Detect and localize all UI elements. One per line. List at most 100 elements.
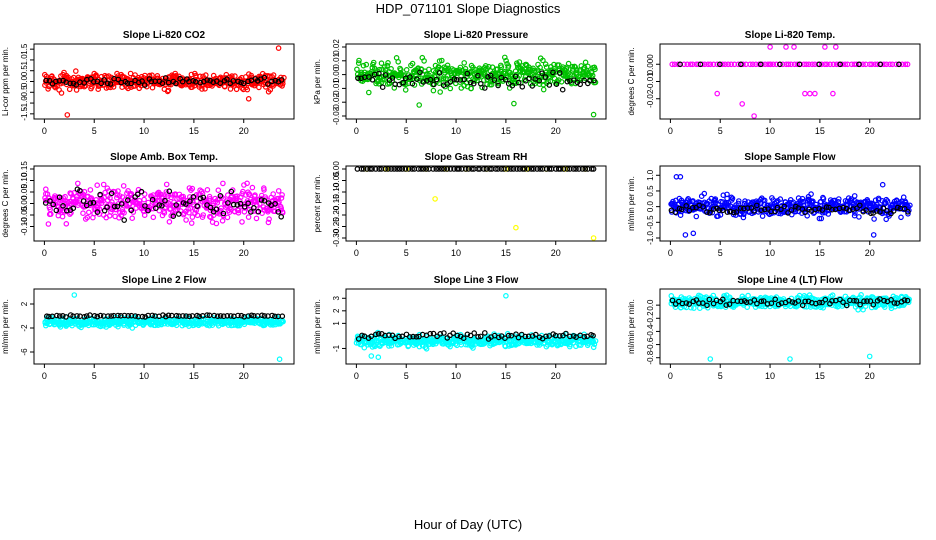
data-point xyxy=(91,312,98,319)
panel-title: Slope Sample Flow xyxy=(744,152,835,163)
data-point xyxy=(699,300,706,306)
data-point xyxy=(799,302,806,309)
data-point xyxy=(567,166,573,172)
data-point xyxy=(385,166,391,172)
data-point xyxy=(128,207,135,214)
outlier-point xyxy=(767,61,773,68)
plot-frame xyxy=(659,288,921,365)
data-point xyxy=(723,302,730,308)
data-point xyxy=(573,343,579,350)
data-point xyxy=(269,312,275,319)
data-point xyxy=(441,166,448,172)
data-point xyxy=(829,206,835,213)
y-tick-label: -0.5 xyxy=(646,215,655,229)
data-point xyxy=(375,330,382,337)
data-point xyxy=(194,203,201,210)
data-point xyxy=(386,332,392,339)
data-point xyxy=(141,196,147,203)
data-point xyxy=(687,61,694,68)
y-axis-label: kPa per min. xyxy=(313,59,322,104)
data-point xyxy=(565,60,572,67)
data-point xyxy=(47,198,53,204)
y-tick-label: -0.01 xyxy=(332,79,341,98)
data-point xyxy=(509,82,516,89)
y-tick-label: -2 xyxy=(20,324,29,332)
outlier-point xyxy=(822,44,828,50)
data-point xyxy=(546,166,553,172)
data-point xyxy=(498,166,505,172)
data-point xyxy=(418,166,424,172)
data-point xyxy=(226,205,233,212)
data-point xyxy=(162,75,169,81)
data-point xyxy=(677,61,683,68)
data-point xyxy=(382,72,389,78)
data-point xyxy=(100,181,107,188)
data-point xyxy=(50,201,57,208)
data-point xyxy=(228,188,235,195)
data-point xyxy=(851,193,858,199)
data-point xyxy=(819,207,826,213)
data-point xyxy=(166,188,173,195)
data-point xyxy=(43,77,50,84)
data-point xyxy=(505,63,512,69)
data-point xyxy=(684,61,691,68)
data-point xyxy=(566,343,573,350)
data-point xyxy=(430,330,437,337)
data-point xyxy=(141,212,148,219)
data-point xyxy=(530,166,537,172)
data-point xyxy=(88,76,94,82)
data-point xyxy=(557,166,564,172)
y-tick-label: 0.0 xyxy=(646,299,655,311)
data-point xyxy=(827,61,833,68)
data-point xyxy=(57,324,64,330)
data-point xyxy=(480,77,487,83)
data-point xyxy=(454,332,461,339)
data-point xyxy=(467,79,474,86)
y-tick-label: -1.0 xyxy=(646,231,655,245)
data-point xyxy=(738,298,745,305)
data-point xyxy=(141,82,148,88)
x-tick-label: 0 xyxy=(42,371,47,381)
panel-2: Slope Li-820 Pressure kPa per min. 0 5 10 15 2… xyxy=(313,30,607,136)
data-point xyxy=(890,208,897,214)
data-point xyxy=(536,77,543,84)
data-point xyxy=(818,61,825,68)
data-point xyxy=(188,220,195,226)
data-point xyxy=(707,209,713,216)
y-tick-label: 0.5 xyxy=(646,185,655,197)
data-point xyxy=(161,208,167,215)
y-tick-label: 0.02 xyxy=(332,39,341,55)
data-point xyxy=(150,205,156,212)
data-point xyxy=(728,194,735,201)
data-point xyxy=(272,201,278,207)
data-point xyxy=(470,345,476,351)
data-point xyxy=(430,87,437,94)
data-point xyxy=(714,61,721,68)
data-point xyxy=(451,166,457,172)
data-point xyxy=(278,77,285,83)
series-reference xyxy=(42,186,285,223)
data-point xyxy=(423,166,430,172)
data-point xyxy=(765,61,771,68)
data-point xyxy=(108,313,115,319)
data-point xyxy=(508,332,515,339)
data-point xyxy=(861,298,867,305)
x-tick-label: 20 xyxy=(865,248,875,258)
data-point xyxy=(569,63,576,70)
x-tick-label: 0 xyxy=(42,248,47,258)
data-point xyxy=(749,61,756,68)
data-point xyxy=(717,212,724,218)
data-point xyxy=(138,188,145,195)
data-point xyxy=(355,60,362,66)
data-point xyxy=(167,205,174,212)
data-point xyxy=(519,166,526,172)
data-point xyxy=(180,193,187,200)
data-point xyxy=(433,166,440,172)
data-point xyxy=(278,214,285,220)
x-axis-label: Hour of Day (UTC) xyxy=(413,517,523,532)
data-point xyxy=(704,302,710,309)
outlier-point xyxy=(767,44,773,50)
y-tick-label: -0.10 xyxy=(332,182,341,201)
data-point xyxy=(785,61,792,68)
data-point xyxy=(507,69,513,76)
